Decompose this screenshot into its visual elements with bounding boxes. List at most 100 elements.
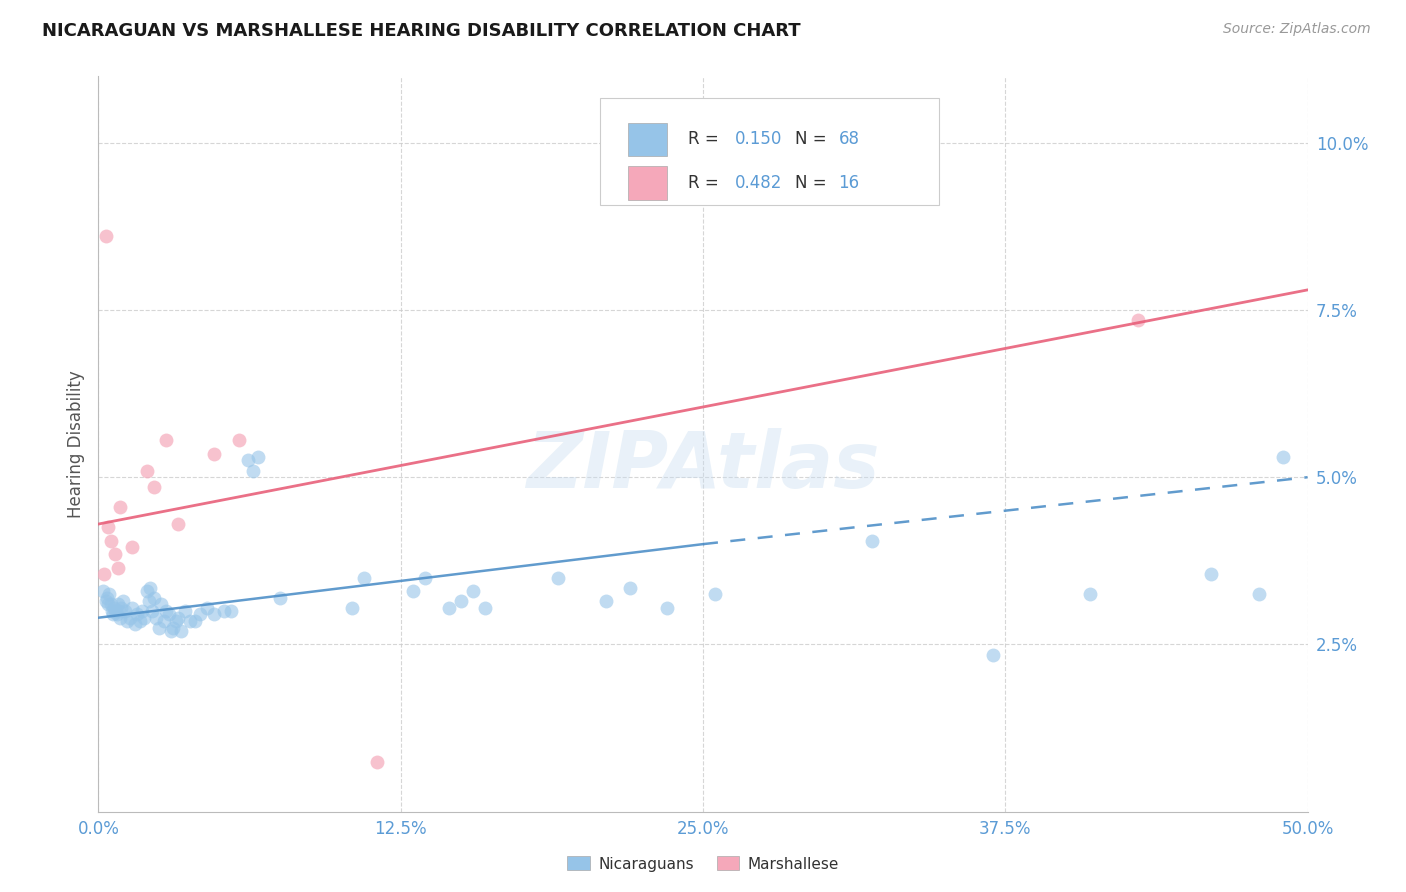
Point xyxy=(157,607,180,622)
Point xyxy=(402,584,425,599)
FancyBboxPatch shape xyxy=(600,98,939,204)
Point xyxy=(108,500,131,515)
Point xyxy=(97,598,120,612)
Point xyxy=(98,587,121,601)
Point xyxy=(860,533,883,548)
Point xyxy=(188,607,211,622)
Point xyxy=(179,614,201,628)
Point xyxy=(167,517,190,532)
Point xyxy=(97,520,120,534)
Point xyxy=(247,450,270,465)
Point xyxy=(108,604,131,618)
Point xyxy=(100,604,122,618)
Point xyxy=(135,464,157,478)
Text: N =: N = xyxy=(794,174,832,192)
Point xyxy=(107,560,129,574)
Point xyxy=(437,600,460,615)
Point xyxy=(155,434,177,448)
Point xyxy=(463,584,485,599)
Point xyxy=(124,617,146,632)
Point xyxy=(150,598,173,612)
Point xyxy=(100,533,122,548)
Point xyxy=(1128,313,1150,327)
Point xyxy=(114,604,136,618)
Point xyxy=(128,614,150,628)
Text: 68: 68 xyxy=(838,130,859,148)
Point xyxy=(167,611,190,625)
Point xyxy=(94,229,117,244)
Point xyxy=(141,604,163,618)
Point xyxy=(212,604,235,618)
Point xyxy=(1249,587,1271,601)
Legend: Nicaraguans, Marshallese: Nicaraguans, Marshallese xyxy=(561,850,845,878)
Text: NICARAGUAN VS MARSHALLESE HEARING DISABILITY CORRELATION CHART: NICARAGUAN VS MARSHALLESE HEARING DISABI… xyxy=(42,22,801,40)
Text: Source: ZipAtlas.com: Source: ZipAtlas.com xyxy=(1223,22,1371,37)
Point xyxy=(221,604,243,618)
Point xyxy=(174,604,197,618)
Point xyxy=(148,621,170,635)
Point xyxy=(450,594,472,608)
Point xyxy=(91,584,114,599)
Point xyxy=(342,600,364,615)
Text: 16: 16 xyxy=(838,174,859,192)
Point xyxy=(155,604,177,618)
Point xyxy=(160,624,183,639)
Point xyxy=(242,464,264,478)
Point xyxy=(716,162,738,177)
Text: 0.482: 0.482 xyxy=(734,174,782,192)
Point xyxy=(204,607,226,622)
Point xyxy=(413,571,436,585)
Point xyxy=(595,594,617,608)
Point xyxy=(110,600,132,615)
Point xyxy=(94,594,117,608)
Point xyxy=(366,755,388,769)
Point xyxy=(108,611,131,625)
Point xyxy=(547,571,569,585)
Point xyxy=(238,453,260,467)
Point xyxy=(121,541,143,555)
Point xyxy=(165,614,187,628)
Point xyxy=(619,581,641,595)
Point xyxy=(1272,450,1295,465)
Point xyxy=(121,600,143,615)
Point xyxy=(111,594,134,608)
Text: ZIPAtlas: ZIPAtlas xyxy=(526,428,880,504)
Point xyxy=(195,600,218,615)
FancyBboxPatch shape xyxy=(628,123,666,156)
Point xyxy=(138,594,160,608)
Point xyxy=(981,648,1004,662)
Point xyxy=(93,567,115,582)
Text: R =: R = xyxy=(689,130,724,148)
Point xyxy=(103,600,125,615)
Point xyxy=(118,611,141,625)
Point xyxy=(127,607,149,622)
Point xyxy=(101,607,124,622)
Point xyxy=(655,600,678,615)
Point xyxy=(353,571,375,585)
Text: N =: N = xyxy=(794,130,832,148)
Point xyxy=(135,584,157,599)
Point xyxy=(96,591,118,605)
Point xyxy=(117,614,139,628)
Point xyxy=(139,581,162,595)
Point xyxy=(107,598,129,612)
Point xyxy=(104,547,127,561)
Point xyxy=(100,598,122,612)
Point xyxy=(1199,567,1222,582)
Point xyxy=(204,447,226,461)
Point xyxy=(104,604,127,618)
Point xyxy=(143,591,166,605)
Point xyxy=(152,614,174,628)
Y-axis label: Hearing Disability: Hearing Disability xyxy=(66,370,84,517)
Point xyxy=(145,611,167,625)
Point xyxy=(162,621,184,635)
Point xyxy=(474,600,496,615)
Point xyxy=(169,624,191,639)
Point xyxy=(704,587,727,601)
Point xyxy=(131,604,153,618)
Text: R =: R = xyxy=(689,174,724,192)
Point xyxy=(105,607,128,622)
Point xyxy=(1078,587,1101,601)
Point xyxy=(143,480,166,494)
FancyBboxPatch shape xyxy=(628,167,666,200)
